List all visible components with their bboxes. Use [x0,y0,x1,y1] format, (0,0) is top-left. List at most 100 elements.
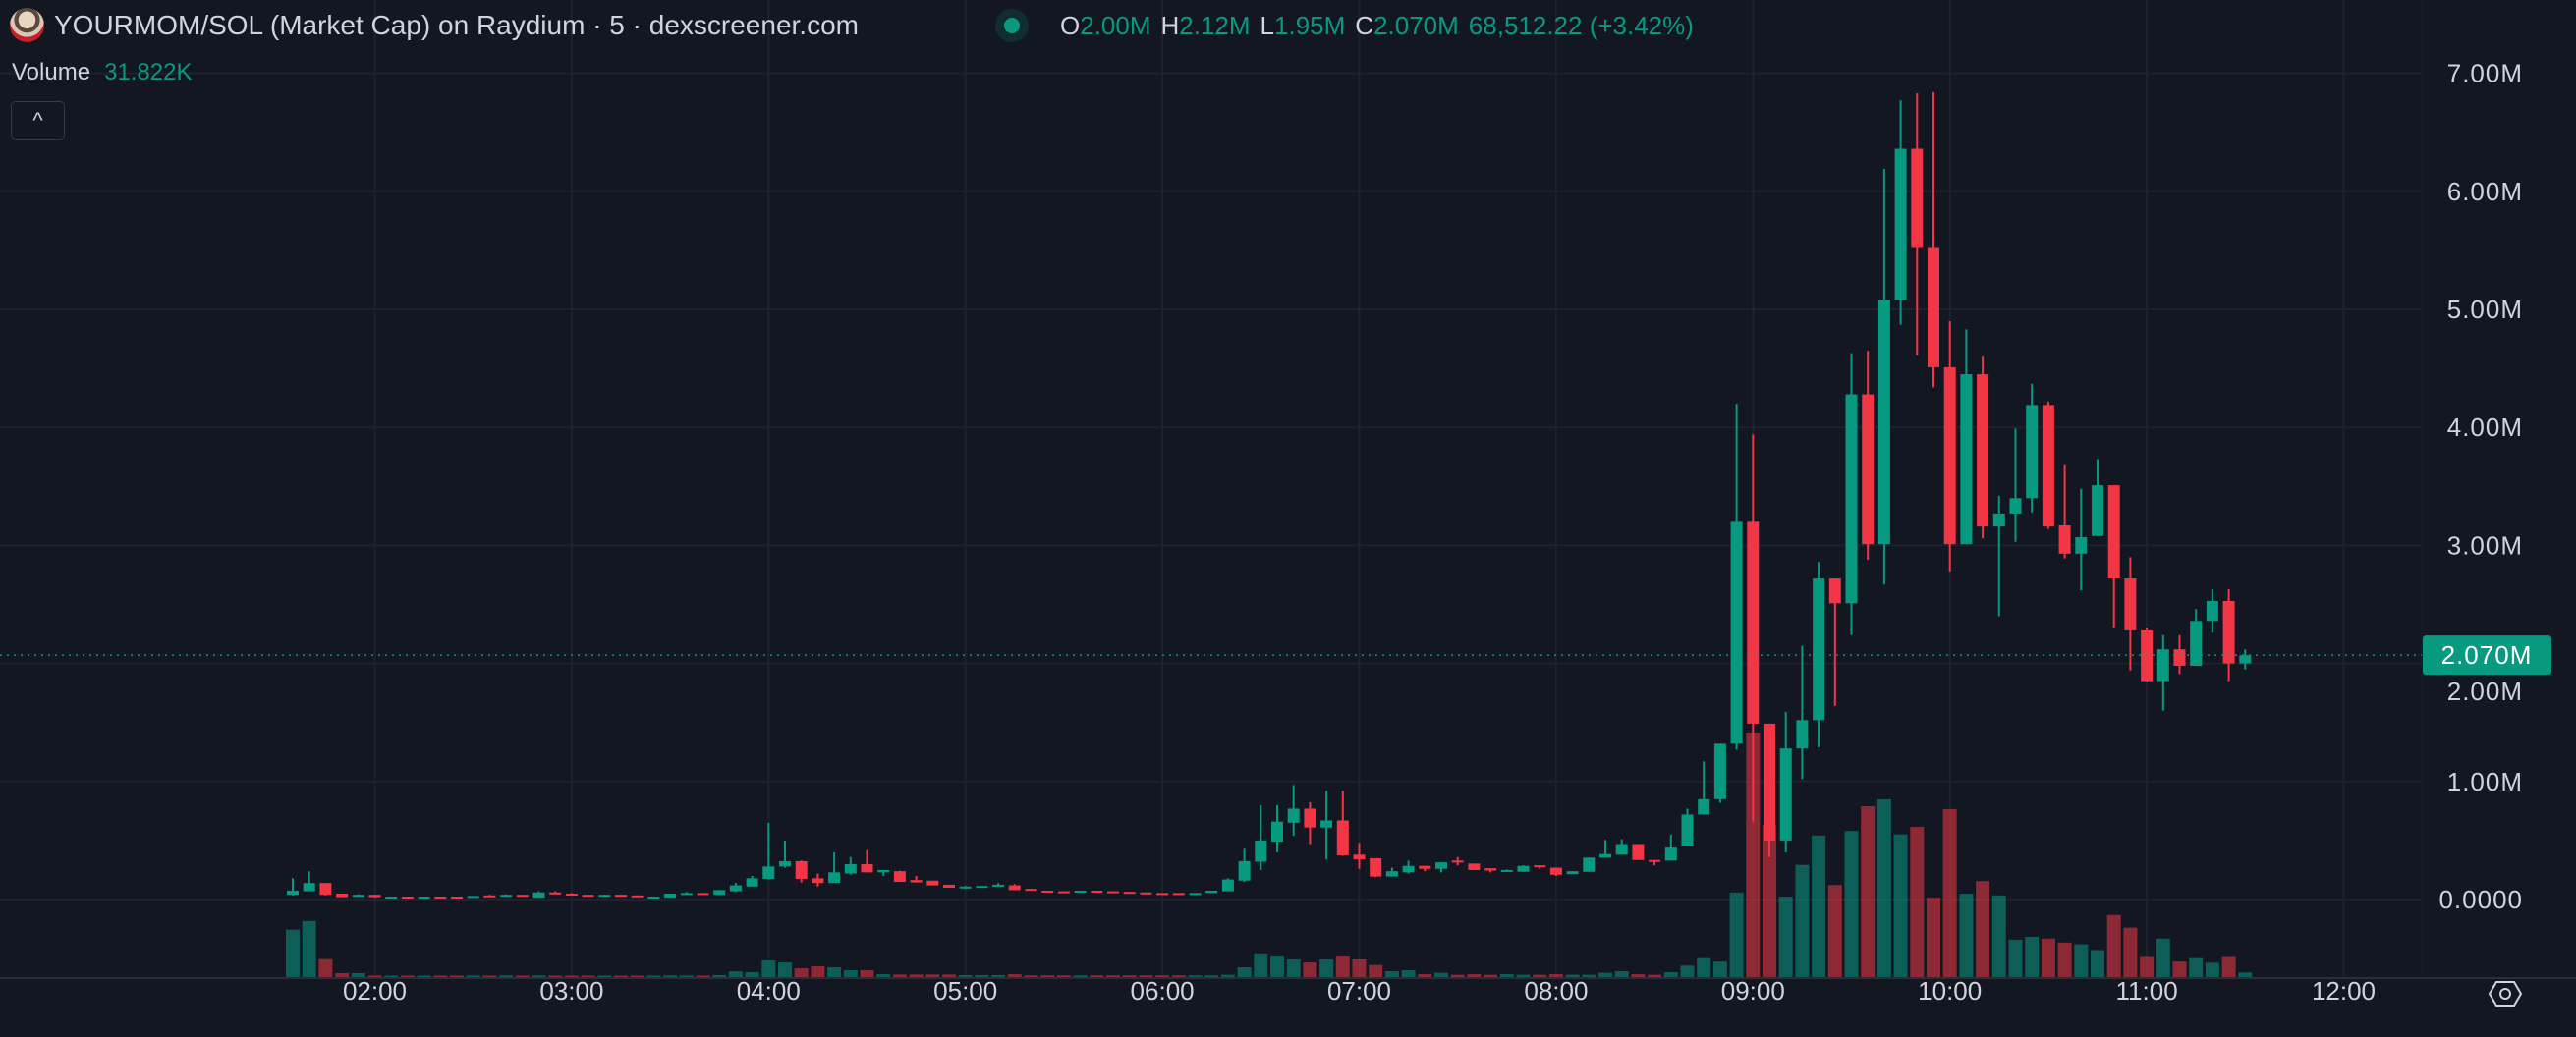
volume-bar [433,975,448,977]
x-tick-label: 02:00 [343,976,407,1006]
high-value: 2.12M [1179,11,1251,40]
candle-up [2156,649,2169,682]
candles [287,91,2252,899]
volume-bar [630,975,644,977]
candle-down [2222,600,2235,664]
volume-bar [1778,896,1793,977]
candle-down [2042,405,2054,527]
candle-up [532,892,545,899]
open-value: 2.00M [1080,11,1151,40]
x-tick-label: 06:00 [1131,976,1195,1006]
token-avatar [10,8,44,42]
candle-up [1385,871,1398,877]
volume-bar [1631,974,1646,977]
candle-down [1419,865,1431,869]
candle-up [647,896,660,899]
close-value: 2.070M [1373,11,1459,40]
y-tick-label: 4.00M [2447,412,2523,442]
volume-bar [1976,881,1990,977]
volume-bar [663,975,678,977]
candle-up [2026,405,2039,499]
y-tick-label: 2.00M [2447,677,2523,706]
candle-down [861,863,873,873]
chevron-up-icon: ^ [32,108,43,133]
y-tick-label: 7.00M [2447,59,2523,88]
candle-down [2058,524,2071,554]
volume-bar [1237,967,1252,977]
candle-down [565,893,578,896]
candle-up [1255,840,1267,862]
candle-down [1828,578,1841,604]
volume-bar [1270,956,1284,977]
candle-down [615,895,627,898]
volume-bar [1450,974,1465,977]
volume-bar [2172,961,2187,977]
candle-up [1698,798,1710,815]
candle-down [319,883,332,896]
volume-bar [581,975,595,977]
volume-bar [400,975,415,977]
gear-icon[interactable] [2488,976,2523,1011]
volume-bar [1795,864,1810,977]
volume-bar [1927,898,1940,977]
candle-down [1747,521,1760,724]
candle-down [1304,808,1316,828]
volume-bar [1812,835,1826,977]
candle-down [943,884,955,888]
candle-down [1336,820,1349,855]
volume-bar [1499,974,1514,977]
candle-down [1156,893,1169,896]
close-label: C [1355,11,1374,40]
volume-bar [450,975,464,977]
volume-bar [1893,834,1908,977]
volume-bar [1729,892,1744,977]
volume-bar [2074,944,2089,977]
candle-up [680,893,693,896]
volume-bar [482,975,497,977]
x-tick-label: 08:00 [1524,976,1588,1006]
volume-bar [597,975,612,977]
candle-up [598,895,611,898]
candle-down [451,896,463,899]
volume-bar [712,974,727,977]
y-tick-label: 6.00M [2447,177,2523,206]
volume-bar [728,971,743,977]
candle-down [893,871,906,882]
candle-down [1862,394,1875,545]
volume-bar [1073,975,1088,977]
candle-up [959,886,972,889]
volume-bar [892,974,907,977]
y-tick-label: 3.00M [2447,530,2523,560]
chart-title: YOURMOM/SOL (Market Cap) on Raydium · 5 … [54,10,859,40]
candle-up [976,886,988,889]
time-axis[interactable]: 02:00 03:00 04:00 05:00 06:00 07:00 08:00 09:00… [343,976,2376,1006]
volume-bar [811,966,825,977]
collapse-legend-button[interactable]: ^ [11,101,65,140]
last-price-label: 2.070M [2441,640,2533,670]
candle-up [844,863,857,874]
candle-down [795,860,808,879]
volume-bar [302,920,316,977]
volume-bar [1533,974,1547,977]
volume-bar [860,969,874,977]
candle-down [582,895,594,898]
volume-bar [384,975,399,977]
x-tick-label: 11:00 [2116,976,2178,1006]
candle-down [631,895,644,898]
candle-down [2124,578,2137,630]
candle-up [2206,600,2218,622]
candle-down [483,895,496,898]
ohlc-legend: O2.00M H2.12M L1.95M C2.070M 68,512.22 (+3.4… [1060,8,1704,43]
volume-bar [1516,974,1531,977]
volume-bar [2106,914,2121,977]
volume-bar [1369,964,1383,977]
open-label: O [1060,11,1081,40]
candle-up [713,890,726,896]
high-label: H [1160,11,1180,40]
volume-bar [1254,953,1268,977]
candle-up [1205,890,1218,894]
volume-bar [548,975,563,977]
x-tick-label: 09:00 [1721,976,1785,1006]
price-axis[interactable]: 0.0000 1.00M 2.00M 3.00M 4.00M 5.00M 6.00M 7.00… [2438,59,2523,914]
